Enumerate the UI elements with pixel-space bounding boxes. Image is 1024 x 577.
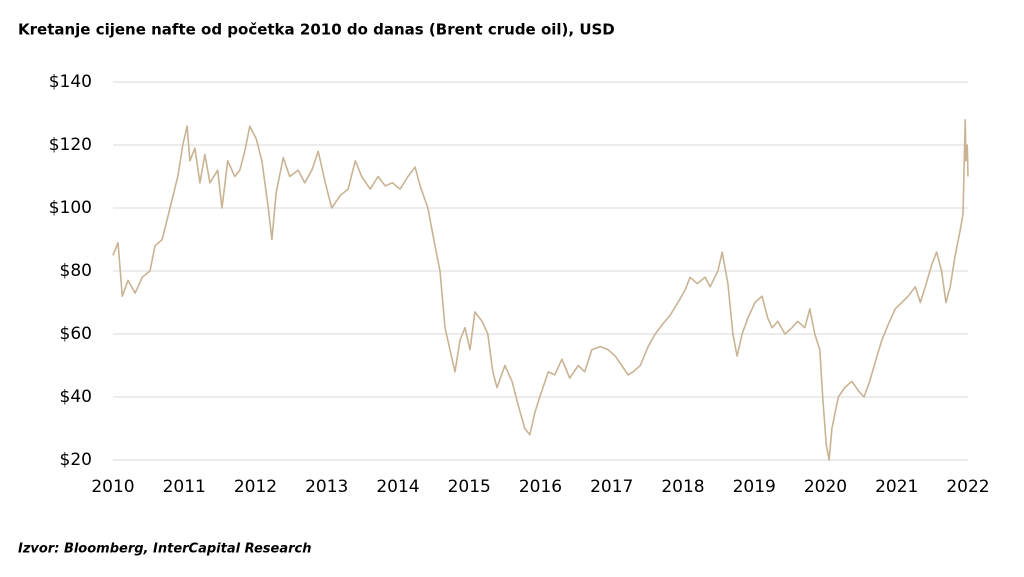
- x-tick-label: 2018: [661, 477, 704, 497]
- x-tick-label: 2021: [875, 477, 918, 497]
- y-tick-label: $20: [60, 450, 92, 470]
- y-tick-label: $60: [60, 324, 92, 344]
- y-tick-label: $80: [60, 261, 92, 281]
- x-tick-label: 2011: [163, 477, 206, 497]
- chart-title: Kretanje cijene nafte od početka 2010 do…: [18, 21, 615, 39]
- x-tick-label: 2012: [234, 477, 277, 497]
- x-tick-label: 2020: [804, 477, 847, 497]
- y-tick-label: $140: [49, 72, 92, 92]
- y-tick-label: $100: [49, 198, 92, 218]
- x-tick-label: 2013: [305, 477, 348, 497]
- x-tick-label: 2014: [376, 477, 419, 497]
- y-tick-label: $120: [49, 135, 92, 155]
- y-tick-label: $40: [60, 387, 92, 407]
- x-tick-label: 2019: [733, 477, 776, 497]
- x-tick-label: 2022: [946, 477, 989, 497]
- x-tick-label: 2015: [448, 477, 491, 497]
- price-line: [112, 119, 969, 461]
- x-tick-label: 2017: [590, 477, 633, 497]
- source: Izvor: Bloomberg, InterCapital Research: [18, 542, 311, 557]
- x-tick-label: 2010: [91, 477, 134, 497]
- x-tick-label: 2016: [519, 477, 562, 497]
